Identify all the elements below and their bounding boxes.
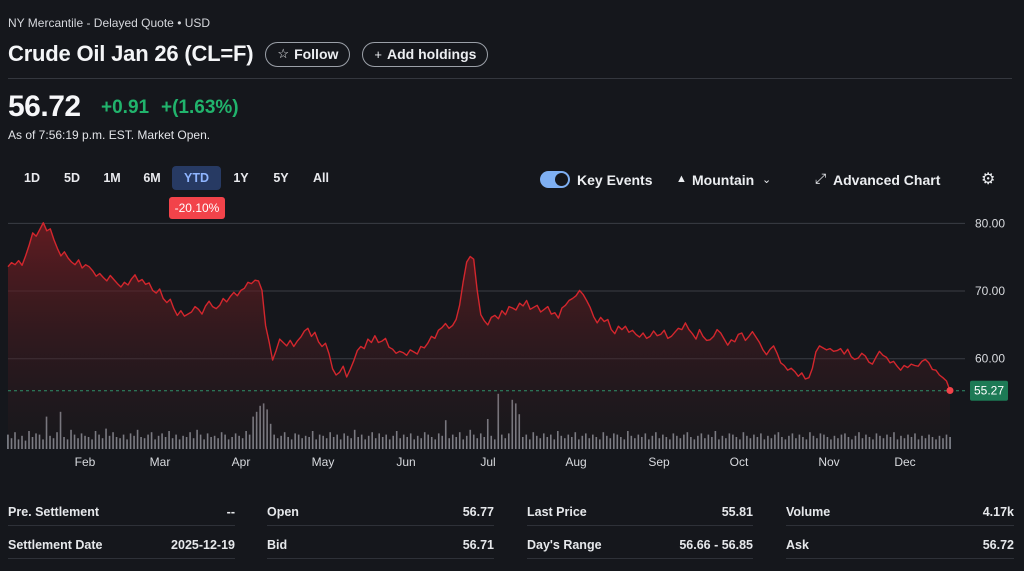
stat-divider (267, 558, 494, 559)
follow-label: Follow (294, 46, 339, 62)
stat-label: Pre. Settlement (8, 505, 100, 519)
y-tick-label: 80.00 (975, 216, 1005, 230)
chart-type-dropdown[interactable]: Mountain (692, 172, 755, 188)
x-tick-label: Dec (894, 455, 915, 469)
x-tick-label: Apr (232, 455, 251, 469)
page-title: Crude Oil Jan 26 (CL=F) (8, 41, 254, 66)
x-tick-label: Jul (480, 455, 495, 469)
add-holdings-label: Add holdings (386, 46, 477, 62)
last-value-badge (970, 380, 1008, 401)
stat-row: Ask 56.72 (786, 533, 1014, 559)
range-5d[interactable]: 5D (64, 171, 80, 185)
mountain-icon[interactable]: ▲ (676, 173, 687, 185)
stat-value: -- (226, 505, 235, 519)
range-change-badge: -20.10% (169, 197, 225, 219)
stat-row: Bid 56.71 (267, 533, 494, 559)
stat-label: Open (267, 505, 299, 519)
range-1d[interactable]: 1D (24, 171, 40, 185)
stat-divider (8, 525, 235, 526)
stat-value: 56.72 (982, 538, 1014, 552)
stat-row: Settlement Date 2025-12-19 (8, 533, 235, 559)
chevron-down-icon[interactable]: ⌄ (762, 174, 772, 186)
follow-button[interactable]: ☆ Follow (265, 41, 351, 67)
stat-row: Volume 4.17k (786, 500, 1014, 526)
stat-divider (786, 525, 1014, 526)
x-tick-label: Feb (75, 455, 96, 469)
y-tick-label: 60.00 (975, 352, 1005, 366)
range-1y[interactable]: 1Y (233, 171, 249, 185)
stat-row: Open 56.77 (267, 500, 494, 526)
range-1m[interactable]: 1M (103, 171, 121, 185)
title-row: Crude Oil Jan 26 (CL=F) ☆ Follow + Add h… (8, 40, 489, 68)
stat-value: 56.71 (462, 538, 494, 552)
price-area (8, 222, 950, 449)
stat-label: Bid (267, 538, 288, 552)
range-ytd[interactable]: YTD (172, 166, 221, 190)
stat-divider (8, 558, 235, 559)
range-all[interactable]: All (313, 171, 329, 185)
stat-row: Day's Range 56.66 - 56.85 (527, 533, 753, 559)
stat-divider (786, 558, 1014, 559)
x-tick-label: Aug (565, 455, 586, 469)
stat-label: Volume (786, 505, 831, 519)
range-selector: 1D 5D 1M 6M YTD 1Y 5Y All (12, 166, 341, 190)
key-events-label[interactable]: Key Events (577, 172, 653, 188)
header-divider (8, 78, 1012, 79)
x-tick-label: Mar (150, 455, 171, 469)
x-tick-label: Sep (648, 455, 670, 469)
range-6m[interactable]: 6M (143, 171, 161, 185)
plus-icon: + (374, 46, 382, 62)
stat-label: Ask (786, 538, 809, 552)
stat-value: 2025-12-19 (171, 538, 235, 552)
last-price: 56.72 (8, 90, 81, 123)
x-tick-label: May (312, 455, 335, 469)
range-5y[interactable]: 5Y (273, 171, 289, 185)
last-value-label: 55.27 (974, 384, 1004, 398)
expand-arrows-icon[interactable]: ⤢ (815, 170, 827, 186)
price-line (7, 222, 951, 391)
exchange-label: NY Mercantile - Delayed Quote • USD (8, 16, 211, 30)
price-change-percent: +(1.63%) (161, 97, 239, 118)
stat-value: 56.77 (462, 505, 494, 519)
stat-label: Settlement Date (8, 538, 103, 552)
stat-divider (267, 525, 494, 526)
stat-label: Day's Range (527, 538, 602, 552)
toggle-knob (555, 173, 568, 186)
stat-value: 56.66 - 56.85 (679, 538, 753, 552)
stat-value: 55.81 (721, 505, 753, 519)
price-change: +0.91 (101, 97, 150, 118)
x-tick-label: Jun (396, 455, 415, 469)
x-tick-label: Oct (730, 455, 749, 469)
add-holdings-button[interactable]: + Add holdings (362, 41, 489, 67)
gear-icon[interactable]: ⚙ (981, 171, 996, 188)
key-events-toggle[interactable] (540, 171, 570, 188)
price-chart[interactable]: 80.00 70.00 60.00 55.27 Feb Mar Apr May Jun Jul Au… (0, 206, 1024, 476)
stat-row: Pre. Settlement -- (8, 500, 235, 526)
star-outline-icon: ☆ (277, 46, 290, 61)
quote-timestamp: As of 7:56:19 p.m. EST. Market Open. (8, 128, 211, 142)
stat-label: Last Price (527, 505, 587, 519)
last-point-marker (946, 387, 954, 395)
stat-value: 4.17k (982, 505, 1014, 519)
advanced-chart-button[interactable]: Advanced Chart (833, 172, 941, 188)
stat-divider (527, 525, 753, 526)
y-tick-label: 70.00 (975, 284, 1005, 298)
stat-row: Last Price 55.81 (527, 500, 753, 526)
stat-divider (527, 558, 753, 559)
x-tick-label: Nov (818, 455, 839, 469)
